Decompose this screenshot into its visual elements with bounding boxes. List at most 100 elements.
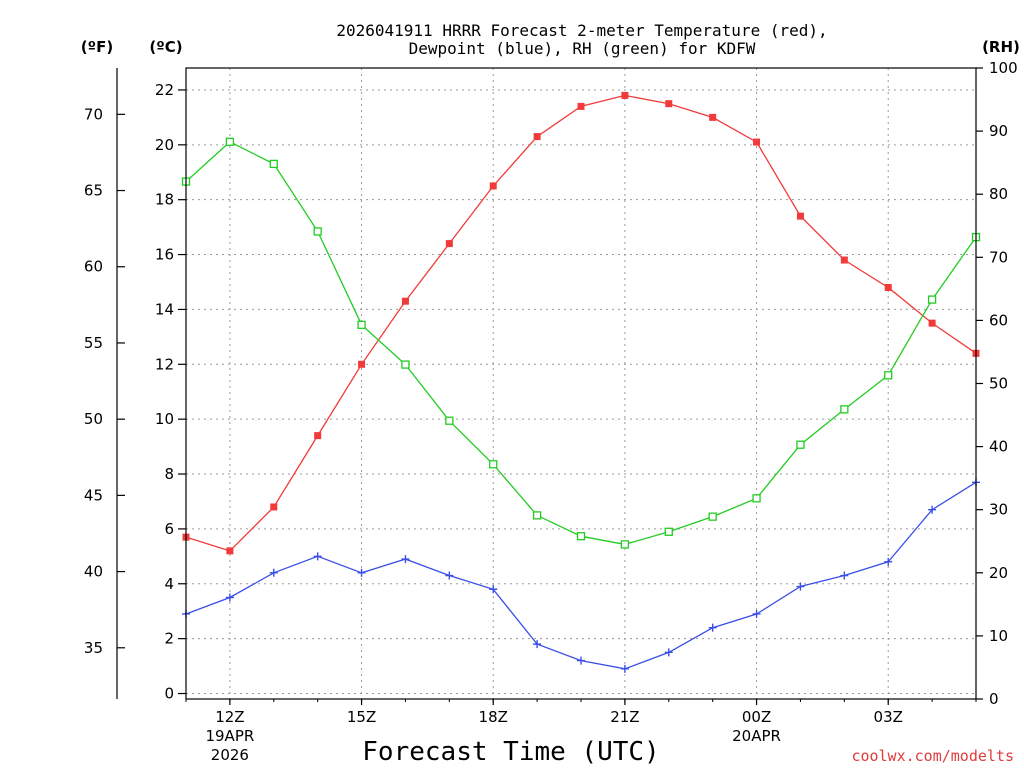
fahrenheit-tick-label: 55	[84, 334, 103, 352]
rh-tick-label: 30	[989, 501, 1008, 519]
fahrenheit-tick-label: 45	[84, 486, 103, 504]
time-tick-label: 00Z	[742, 708, 771, 726]
dewpoint-point	[357, 568, 366, 577]
dewpoint-point	[533, 640, 542, 649]
temperature-point	[753, 138, 761, 146]
temperature-point	[928, 319, 936, 327]
temperature-point	[358, 360, 366, 368]
dewpoint-point	[796, 582, 805, 591]
relative-humidity-point	[225, 137, 235, 146]
celsius-tick-label: 20	[155, 136, 174, 154]
time-tick-label: 21Z	[610, 708, 639, 726]
temperature-line	[185, 94, 977, 552]
dewpoint-point	[489, 585, 498, 594]
fahrenheit-tick-label: 40	[84, 563, 103, 581]
fahrenheit-tick-label: 50	[84, 410, 103, 428]
relative-humidity-point	[796, 440, 805, 449]
time-tick-label: 03Z	[874, 708, 903, 726]
celsius-tick-label: 22	[155, 81, 174, 99]
relative-humidity-point	[752, 494, 761, 503]
plot-frame	[185, 67, 977, 700]
dewpoint-point	[401, 555, 410, 564]
temperature-point	[796, 212, 804, 220]
relative-humidity-point	[269, 159, 278, 169]
dewpoint-point	[269, 568, 278, 577]
x-axis-label: Forecast Time (UTC)	[362, 737, 659, 767]
credit-text: coolwx.com/modelts	[851, 747, 1014, 765]
temperature-point	[445, 240, 453, 248]
rh-tick-label: 60	[989, 311, 1008, 329]
relative-humidity-point	[884, 371, 893, 380]
relative-humidity-point	[927, 295, 937, 304]
rh-tick-label: 20	[989, 564, 1008, 582]
rh-tick-label: 50	[989, 375, 1008, 393]
temperature-point	[533, 133, 541, 141]
fahrenheit-unit-label: (ºF)	[81, 38, 113, 56]
relative-humidity-point	[620, 540, 630, 549]
relative-humidity-point	[576, 532, 586, 541]
relative-humidity-point	[664, 527, 673, 536]
time-tick-label: 15Z	[347, 708, 376, 726]
temperature-point	[226, 547, 234, 555]
temperature-point	[270, 503, 278, 511]
grid-lines	[186, 68, 976, 699]
celsius-tick-label: 4	[164, 575, 174, 593]
temperature-point	[401, 297, 409, 305]
fahrenheit-tick-label: 70	[84, 105, 103, 123]
dewpoint-point	[708, 623, 717, 632]
rh-tick-label: 90	[989, 122, 1008, 140]
celsius-tick-label: 8	[164, 465, 174, 483]
dewpoint-point	[620, 664, 629, 673]
celsius-unit-label: (ºC)	[149, 38, 182, 56]
dewpoint-point	[225, 593, 234, 602]
rh-tick-label: 10	[989, 627, 1008, 645]
dewpoint-point	[752, 609, 761, 618]
temperature-point	[621, 91, 629, 99]
temperature-point	[314, 432, 322, 440]
relative-humidity-point	[445, 416, 454, 425]
relative-humidity-point	[313, 227, 322, 236]
date-label: 20APR	[732, 727, 781, 745]
relative-humidity-point	[489, 460, 498, 469]
celsius-tick-label: 14	[155, 300, 174, 318]
time-tick-label: 18Z	[479, 708, 508, 726]
temperature-point	[840, 256, 848, 264]
dewpoint-point	[928, 505, 937, 514]
dewpoint-point	[884, 557, 893, 566]
rh-tick-label: 70	[989, 248, 1008, 266]
temperature-point	[489, 182, 497, 190]
celsius-tick-label: 12	[155, 355, 174, 373]
rh-tick-label: 100	[989, 59, 1018, 77]
dewpoint-point	[445, 571, 454, 580]
fahrenheit-tick-label: 35	[84, 639, 103, 657]
dewpoint-point	[664, 648, 673, 657]
series-markers	[181, 91, 981, 673]
relative-humidity-point	[532, 511, 542, 520]
fahrenheit-tick-label: 60	[84, 258, 103, 276]
dewpoint-point	[840, 571, 849, 580]
chart-title-line2: Dewpoint (blue), RH (green) for KDFW	[409, 39, 756, 58]
chart-title-line1: 2026041911 HRRR Forecast 2-meter Tempera…	[336, 21, 827, 40]
time-tick-label: 12Z	[215, 708, 244, 726]
rh-tick-label: 0	[989, 690, 999, 708]
relative-humidity-point	[840, 405, 849, 414]
date-label: 19APR	[205, 727, 254, 745]
dewpoint-line	[185, 481, 977, 670]
celsius-tick-label: 2	[164, 630, 174, 648]
dewpoint-point	[313, 552, 322, 561]
temperature-point	[709, 113, 717, 121]
rh-tick-label: 80	[989, 185, 1008, 203]
fahrenheit-tick-label: 65	[84, 182, 103, 200]
relative-humidity-point	[708, 512, 717, 521]
rh-tick-label: 40	[989, 438, 1008, 456]
year-label: 2026	[211, 746, 249, 764]
celsius-tick-label: 16	[155, 246, 174, 264]
rh-unit-label: (RH)	[982, 38, 1020, 56]
temperature-point	[665, 100, 673, 108]
celsius-tick-label: 6	[164, 520, 174, 538]
temperature-point	[577, 102, 585, 110]
dewpoint-point	[577, 656, 585, 665]
celsius-tick-label: 0	[164, 685, 174, 703]
celsius-tick-label: 10	[155, 410, 174, 428]
